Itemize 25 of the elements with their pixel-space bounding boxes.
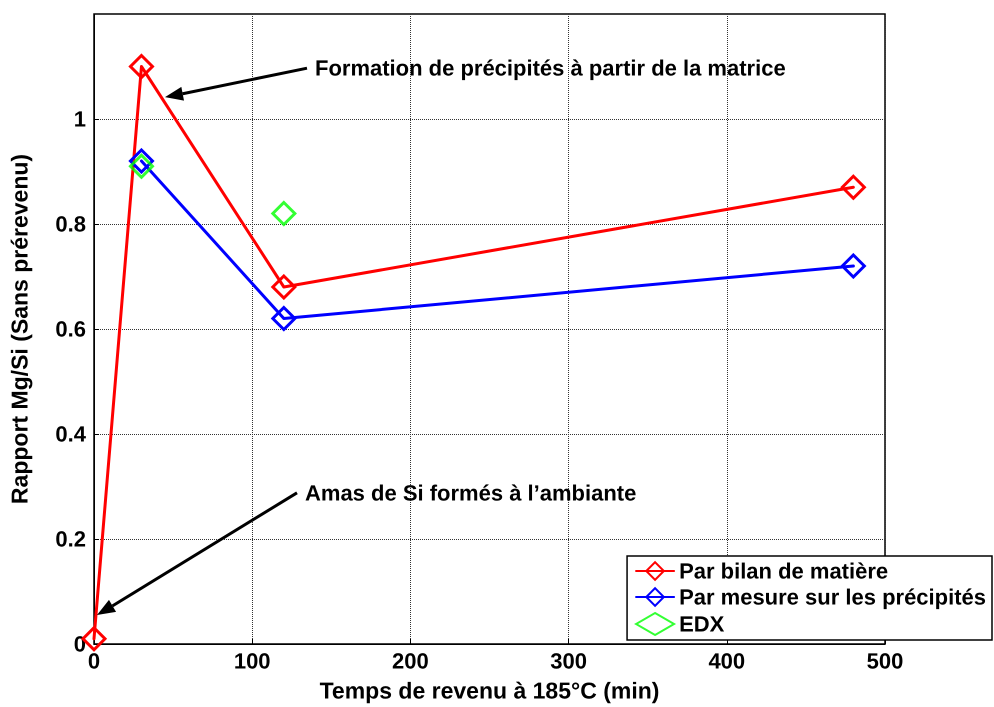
y-tick-label: 0.4 — [55, 422, 87, 446]
y-tick-label: 0.6 — [55, 316, 86, 342]
point — [271, 201, 296, 226]
point — [128, 148, 154, 174]
x-tick-label: 300 — [550, 648, 587, 674]
x-axis-title: Temps de revenu à 185°C (min) — [320, 678, 660, 704]
legend-label: Par bilan de matière — [679, 558, 888, 584]
x-tick-label: 500 — [866, 648, 904, 674]
y-tick-label: 1 — [74, 106, 86, 132]
annotation: Amas de Si formés à l’ambiante — [305, 480, 636, 506]
legend-label: Par mesure sur les précipités — [679, 584, 986, 610]
y-tick-label: 0.8 — [55, 212, 86, 236]
x-tick-label: 400 — [708, 648, 746, 674]
legend-label: EDX — [679, 612, 725, 636]
y-axis-title: Rapport Mg/Si (Sans prérevenu) — [6, 154, 32, 504]
x-tick-label: 100 — [234, 648, 271, 674]
point — [128, 54, 154, 79]
point — [271, 306, 296, 331]
y-tick-label: 0.2 — [55, 526, 86, 552]
x-tick-label: 200 — [392, 648, 429, 674]
point — [840, 254, 866, 278]
annotation: Formation de précipités à partir de la matrice — [315, 56, 786, 81]
point — [271, 274, 296, 300]
point — [128, 154, 154, 179]
point — [840, 174, 866, 200]
